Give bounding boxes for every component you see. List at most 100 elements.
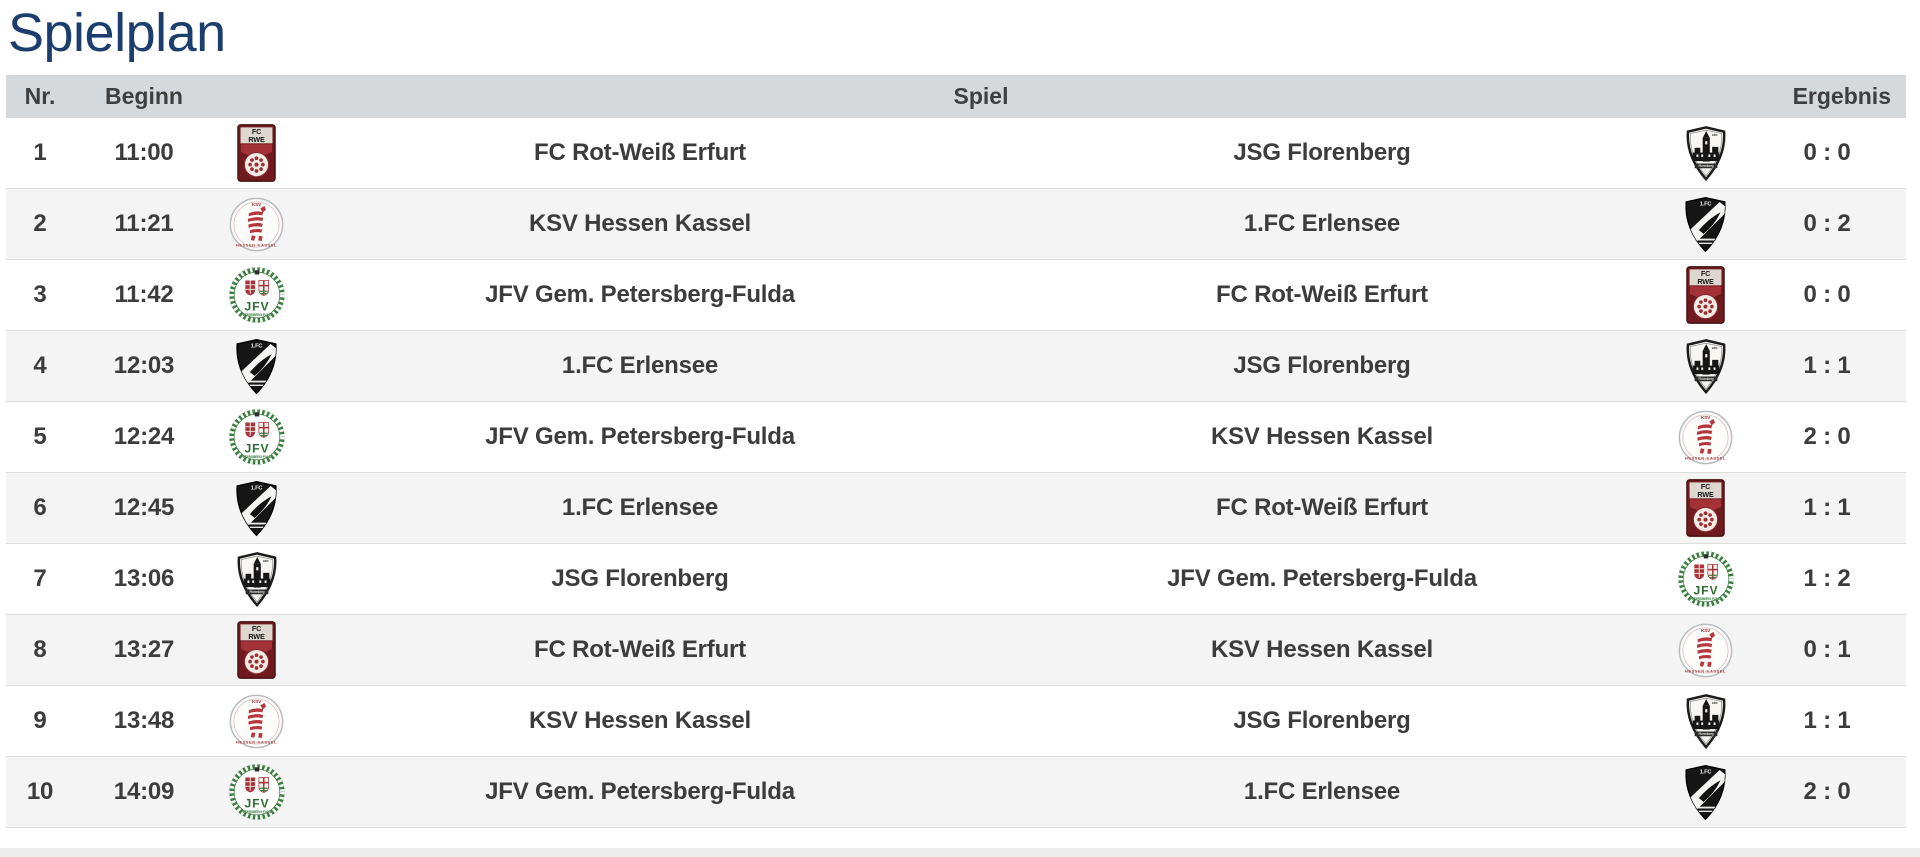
fc-rot-weiss-erfurt-logo: FC RWE xyxy=(1663,266,1748,324)
fc-erlensee-logo: 1.FC xyxy=(214,480,299,537)
svg-text:KSV: KSV xyxy=(1701,627,1711,633)
svg-text:JFV: JFV xyxy=(244,441,269,455)
svg-text:PETERSBERG·FULDA: PETERSBERG·FULDA xyxy=(240,810,273,814)
away-team-name: KSV Hessen Kassel xyxy=(1210,636,1434,663)
fc-erlensee-logo: 1.FC xyxy=(214,338,299,395)
svg-text:Florenberg: Florenberg xyxy=(1698,376,1713,380)
ksv-hessen-kassel-logo: KSV HESSEN·KASSEL xyxy=(214,196,299,253)
svg-text:HESSEN·KASSEL: HESSEN·KASSEL xyxy=(1685,668,1726,673)
match-number: 1 xyxy=(33,139,47,166)
svg-text:HESSEN·KASSEL: HESSEN·KASSEL xyxy=(236,739,277,744)
svg-text:1.FC: 1.FC xyxy=(251,343,263,349)
home-team-name: JSG Florenberg xyxy=(551,565,729,592)
ksv-hessen-kassel-logo: KSV HESSEN·KASSEL xyxy=(1663,409,1748,466)
fc-rot-weiss-erfurt-logo: FC RWE xyxy=(214,124,299,182)
svg-text:HESSEN·KASSEL: HESSEN·KASSEL xyxy=(236,242,277,247)
svg-text:Florenberg: Florenberg xyxy=(1698,163,1713,167)
svg-text:RWE: RWE xyxy=(1697,277,1714,286)
svg-text:1.FC: 1.FC xyxy=(251,485,263,491)
match-row: 6 12:45 1.FC 1.FC Erlensee FC Rot-Weiß E… xyxy=(6,473,1906,544)
match-start-time: 11:42 xyxy=(114,281,174,308)
home-team-name: FC Rot-Weiß Erfurt xyxy=(534,139,746,166)
match-start-time: 11:21 xyxy=(114,210,174,237)
match-start-time: 13:48 xyxy=(113,707,175,734)
spielplan-table: Nr. Beginn Spiel Ergebnis 1 11:00 FC RWE… xyxy=(6,75,1906,828)
header-beginn: Beginn xyxy=(105,83,183,109)
svg-text:JFV: JFV xyxy=(244,299,269,313)
match-result: 2 : 0 xyxy=(1803,778,1851,805)
header-nr: Nr. xyxy=(24,83,56,109)
away-team-name: JFV Gem. Petersberg-Fulda xyxy=(1167,565,1477,592)
fc-rot-weiss-erfurt-logo: FC RWE xyxy=(214,621,299,679)
away-team-name: KSV Hessen Kassel xyxy=(1210,423,1434,450)
fc-erlensee-logo: 1.FC xyxy=(1663,764,1748,821)
match-start-time: 13:27 xyxy=(113,636,175,663)
match-row: 9 13:48 KSV HESSEN·KASSEL KSV Hessen Kas… xyxy=(6,686,1906,757)
svg-text:FC: FC xyxy=(252,127,262,136)
jfv-petersberg-fulda-logo: JFV PETERSBERG·FULDA xyxy=(214,409,299,465)
match-result: 1 : 2 xyxy=(1803,565,1851,592)
svg-text:FC: FC xyxy=(1701,269,1711,278)
match-start-time: 11:00 xyxy=(114,139,174,166)
match-result: 1 : 1 xyxy=(1803,707,1851,734)
match-result: 0 : 2 xyxy=(1803,210,1851,237)
svg-text:1953: 1953 xyxy=(1711,132,1717,136)
svg-text:Florenberg: Florenberg xyxy=(1698,731,1713,735)
away-team-name: JSG Florenberg xyxy=(1233,139,1411,166)
match-row: 5 12:24 JFV PETERSBERG·FULDA JFV Gem. Pe… xyxy=(6,402,1906,473)
svg-text:HESSEN·KASSEL: HESSEN·KASSEL xyxy=(1685,455,1726,460)
match-row: 2 11:21 KSV HESSEN·KASSEL KSV Hessen Kas… xyxy=(6,189,1906,260)
svg-text:RWE: RWE xyxy=(248,135,265,144)
home-team-name: 1.FC Erlensee xyxy=(561,494,719,521)
header-spiel: Spiel xyxy=(953,83,1009,109)
next-section-edge xyxy=(0,848,1920,857)
svg-text:1953: 1953 xyxy=(1711,345,1717,349)
home-team-name: KSV Hessen Kassel xyxy=(528,210,752,237)
svg-text:KSV: KSV xyxy=(252,698,262,704)
match-number: 10 xyxy=(26,778,54,805)
svg-text:Florenberg: Florenberg xyxy=(249,589,264,593)
svg-text:KSV: KSV xyxy=(1701,414,1711,420)
svg-text:KSV: KSV xyxy=(252,201,262,207)
jfv-petersberg-fulda-logo: JFV PETERSBERG·FULDA xyxy=(214,267,299,323)
svg-text:FC: FC xyxy=(1701,482,1711,491)
match-result: 2 : 0 xyxy=(1803,423,1851,450)
jsg-florenberg-logo: Florenberg 1953 xyxy=(214,551,299,608)
match-start-time: 12:24 xyxy=(113,423,175,450)
svg-text:PETERSBERG·FULDA: PETERSBERG·FULDA xyxy=(240,455,273,459)
table-header-row: Nr. Beginn Spiel Ergebnis xyxy=(6,75,1906,118)
svg-text:JFV: JFV xyxy=(1693,583,1718,597)
match-result: 0 : 0 xyxy=(1803,281,1851,308)
away-team-name: 1.FC Erlensee xyxy=(1243,778,1401,805)
svg-text:PETERSBERG·FULDA: PETERSBERG·FULDA xyxy=(1689,597,1722,601)
match-result: 1 : 1 xyxy=(1803,352,1851,379)
match-number: 4 xyxy=(33,352,47,379)
svg-text:1953: 1953 xyxy=(262,558,268,562)
away-team-name: FC Rot-Weiß Erfurt xyxy=(1216,281,1428,308)
home-team-name: FC Rot-Weiß Erfurt xyxy=(534,636,746,663)
jsg-florenberg-logo: Florenberg 1953 xyxy=(1663,125,1748,182)
match-start-time: 12:03 xyxy=(113,352,175,379)
match-row: 10 14:09 JFV PETERSBERG·FULDA JFV Gem. P… xyxy=(6,757,1906,828)
home-team-name: JFV Gem. Petersberg-Fulda xyxy=(485,281,795,308)
away-team-name: 1.FC Erlensee xyxy=(1243,210,1401,237)
match-number: 6 xyxy=(33,494,47,521)
svg-text:RWE: RWE xyxy=(248,632,265,641)
page-title: Spielplan xyxy=(8,3,226,63)
match-number: 9 xyxy=(33,707,47,734)
table-body: 1 11:00 FC RWE FC Rot-Weiß Erfurt JSG Fl… xyxy=(6,118,1906,828)
away-team-name: FC Rot-Weiß Erfurt xyxy=(1216,494,1428,521)
jsg-florenberg-logo: Florenberg 1953 xyxy=(1663,693,1748,750)
match-start-time: 14:09 xyxy=(113,778,175,805)
away-team-name: JSG Florenberg xyxy=(1233,707,1411,734)
match-result: 0 : 1 xyxy=(1803,636,1851,663)
match-number: 2 xyxy=(33,210,47,237)
jsg-florenberg-logo: Florenberg 1953 xyxy=(1663,338,1748,395)
svg-text:1.FC: 1.FC xyxy=(1700,201,1712,207)
match-result: 0 : 0 xyxy=(1803,139,1851,166)
svg-text:PETERSBERG·FULDA: PETERSBERG·FULDA xyxy=(240,313,273,317)
home-team-name: KSV Hessen Kassel xyxy=(528,707,752,734)
match-number: 3 xyxy=(33,281,47,308)
away-team-name: JSG Florenberg xyxy=(1233,352,1411,379)
home-team-name: JFV Gem. Petersberg-Fulda xyxy=(485,778,795,805)
